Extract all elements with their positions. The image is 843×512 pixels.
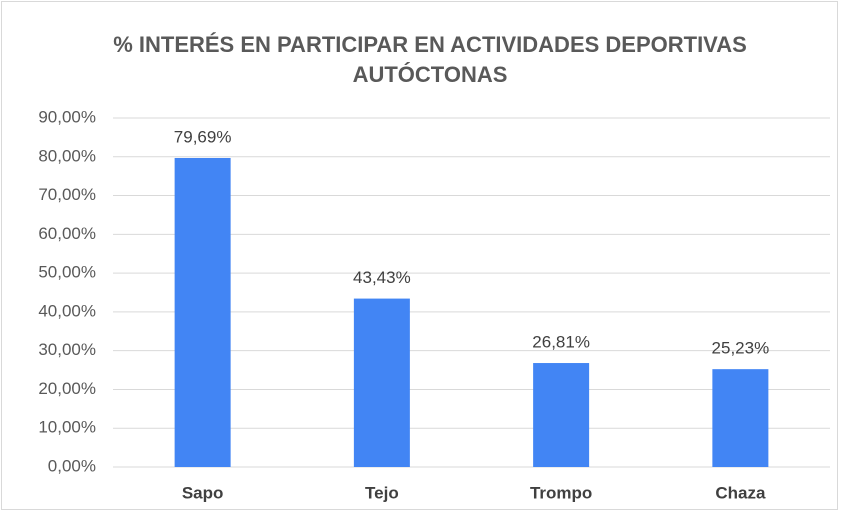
x-tick-label: Trompo <box>530 483 592 502</box>
y-tick-label: 40,00% <box>38 301 96 320</box>
data-label: 25,23% <box>712 339 770 358</box>
y-tick-label: 30,00% <box>38 340 96 359</box>
y-tick-label: 60,00% <box>38 224 96 243</box>
x-tick-label: Chaza <box>715 483 766 502</box>
y-tick-label: 80,00% <box>38 146 96 165</box>
x-tick-label: Sapo <box>182 483 224 502</box>
bar <box>174 157 231 467</box>
data-label: 79,69% <box>174 127 232 146</box>
bar <box>353 298 410 467</box>
chart-title: % INTERÉS EN PARTICIPAR EN ACTIVIDADES D… <box>113 32 747 87</box>
bar <box>533 363 590 467</box>
data-label: 43,43% <box>353 268 411 287</box>
data-label: 26,81% <box>532 333 590 352</box>
y-tick-label: 0,00% <box>48 456 96 475</box>
y-tick-label: 20,00% <box>38 379 96 398</box>
y-tick-label: 90,00% <box>38 107 96 126</box>
y-tick-label: 10,00% <box>38 418 96 437</box>
bar <box>712 369 769 467</box>
y-tick-label: 70,00% <box>38 185 96 204</box>
x-tick-label: Tejo <box>365 483 399 502</box>
y-tick-label: 50,00% <box>38 263 96 282</box>
